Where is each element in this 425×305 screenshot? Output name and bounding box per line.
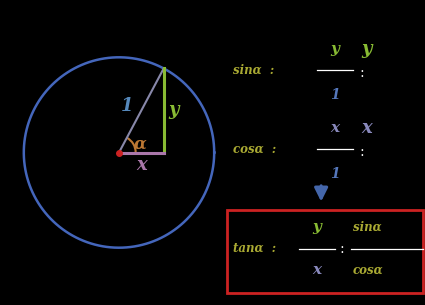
FancyBboxPatch shape bbox=[227, 210, 423, 293]
Text: sinα  :: sinα : bbox=[233, 64, 283, 77]
Text: y: y bbox=[331, 42, 340, 56]
Text: cosα  :: cosα : bbox=[233, 143, 285, 156]
Text: 1: 1 bbox=[121, 97, 133, 115]
Text: x: x bbox=[361, 119, 372, 137]
Text: :: : bbox=[359, 66, 364, 80]
Text: :: : bbox=[359, 145, 364, 160]
Text: x: x bbox=[312, 263, 322, 277]
Text: 1: 1 bbox=[330, 88, 340, 102]
Text: x: x bbox=[331, 121, 340, 135]
Text: sinα: sinα bbox=[353, 221, 382, 234]
Text: y: y bbox=[168, 102, 178, 120]
Text: :: : bbox=[339, 242, 344, 256]
Text: α: α bbox=[133, 135, 146, 152]
Text: 1: 1 bbox=[330, 167, 340, 181]
Text: cosα: cosα bbox=[353, 264, 384, 276]
Text: y: y bbox=[313, 220, 322, 234]
Text: tanα  :: tanα : bbox=[233, 242, 285, 255]
Text: x: x bbox=[136, 156, 147, 174]
Text: y: y bbox=[361, 40, 371, 58]
